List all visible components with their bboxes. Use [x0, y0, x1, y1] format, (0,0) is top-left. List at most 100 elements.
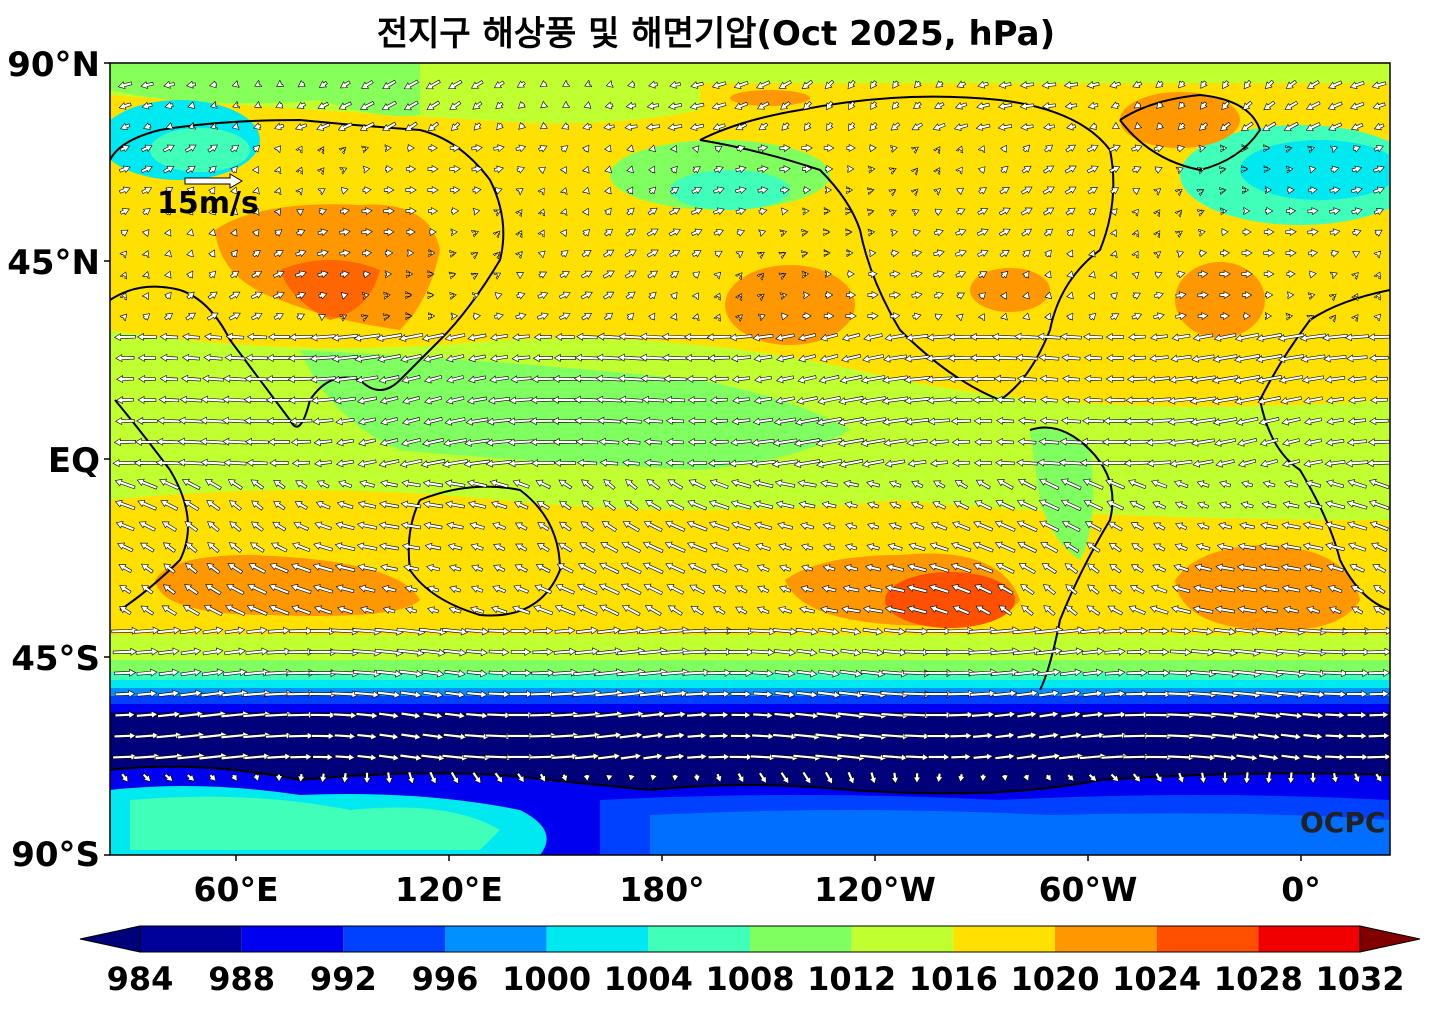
wind-arrow — [1281, 459, 1301, 468]
wind-arrow — [1104, 647, 1126, 656]
wind-arrow — [225, 604, 246, 617]
wind-arrow — [141, 250, 150, 258]
wind-arrow — [537, 208, 546, 217]
wind-arrow — [1351, 272, 1359, 280]
wind-arrow — [1037, 668, 1061, 677]
wind-arrow — [730, 354, 752, 363]
wind-arrow — [1243, 311, 1251, 321]
colorbar-tick-label: 996 — [411, 960, 479, 998]
wind-arrow — [1323, 690, 1347, 699]
wind-arrow — [1131, 312, 1143, 321]
wind-arrow — [994, 374, 1016, 383]
wind-arrow — [359, 101, 375, 111]
wind-arrow — [336, 438, 354, 447]
wind-arrow — [291, 542, 311, 552]
wind-arrow — [1303, 396, 1323, 405]
wind-arrow — [1015, 752, 1039, 761]
colorbar-box — [140, 926, 242, 952]
wind-arrow — [1173, 479, 1189, 489]
wind-arrow — [1168, 375, 1193, 384]
wind-arrow — [339, 167, 348, 175]
wind-arrow — [664, 731, 686, 740]
wind-arrow — [561, 122, 570, 130]
wind-arrow — [1019, 102, 1035, 111]
wind-arrow — [425, 79, 441, 90]
wind-arrow — [955, 101, 968, 110]
wind-arrow — [927, 417, 950, 426]
wind-arrow — [999, 249, 1010, 258]
wind-arrow — [1285, 228, 1297, 237]
wind-arrow — [1236, 563, 1258, 572]
wind-arrow — [272, 270, 285, 278]
wind-arrow — [186, 207, 194, 216]
wind-arrow — [1280, 732, 1303, 741]
wind-arrow — [1346, 500, 1368, 510]
wind-arrow — [949, 731, 973, 740]
wind-arrow — [556, 563, 574, 574]
wind-arrow — [1060, 499, 1082, 512]
wind-arrow — [182, 332, 200, 341]
wind-arrow — [861, 648, 885, 657]
wind-arrow — [247, 583, 268, 595]
wind-arrow — [1328, 314, 1337, 323]
wind-arrow — [297, 773, 306, 783]
wind-arrow — [1305, 101, 1321, 111]
wind-arrow — [1280, 396, 1302, 405]
wind-arrow — [494, 292, 503, 300]
wind-arrow — [1324, 753, 1346, 762]
wind-arrow — [627, 80, 636, 89]
wind-arrow — [449, 291, 457, 300]
wind-arrow — [1041, 81, 1057, 90]
wind-arrow — [1211, 732, 1239, 741]
wind-arrow — [757, 585, 770, 594]
wind-arrow — [378, 521, 400, 530]
wind-arrow — [181, 374, 201, 383]
wind-arrow — [903, 375, 931, 384]
wind-arrow — [663, 374, 687, 383]
wind-arrow — [140, 81, 154, 89]
wind-arrow — [492, 230, 501, 239]
wind-arrow — [860, 438, 886, 447]
wind-arrow — [406, 270, 414, 279]
wind-arrow — [487, 627, 511, 636]
wind-arrow — [714, 145, 723, 153]
wind-arrow — [354, 354, 380, 363]
wind-arrow — [883, 438, 907, 447]
wind-arrow — [756, 272, 765, 281]
wind-arrow — [552, 437, 578, 446]
wind-arrow — [932, 501, 947, 510]
wind-arrow — [1022, 291, 1030, 300]
wind-arrow — [554, 458, 576, 467]
wind-arrow — [1309, 270, 1317, 279]
wind-arrow — [1022, 249, 1031, 258]
wind-arrow — [1277, 690, 1305, 699]
wind-arrow — [708, 710, 730, 719]
wind-arrow — [186, 270, 194, 279]
wind-arrow — [538, 772, 546, 783]
wind-arrow — [778, 272, 787, 280]
wind-arrow — [972, 541, 994, 553]
wind-arrow — [244, 374, 270, 383]
wind-arrow — [603, 312, 614, 321]
wind-arrow — [1038, 499, 1060, 512]
wind-arrow — [603, 479, 616, 490]
wind-arrow — [401, 438, 422, 447]
wind-arrow — [825, 185, 832, 195]
wind-arrow — [793, 732, 821, 741]
wind-arrow — [1328, 80, 1343, 89]
wind-arrow — [1066, 291, 1074, 300]
wind-arrow — [576, 604, 598, 616]
wind-arrow — [860, 669, 886, 678]
wind-arrow — [821, 584, 837, 593]
wind-arrow — [1176, 772, 1185, 784]
wind-arrow — [338, 480, 353, 489]
wind-arrow — [246, 332, 267, 341]
wind-arrow — [1220, 207, 1228, 216]
wind-arrow — [318, 314, 327, 322]
wind-arrow — [1369, 521, 1389, 532]
wind-arrow — [250, 291, 263, 300]
wind-arrow — [1087, 563, 1100, 574]
wind-arrow — [928, 584, 950, 594]
wind-arrow — [1287, 771, 1296, 785]
wind-arrow — [1149, 605, 1169, 615]
